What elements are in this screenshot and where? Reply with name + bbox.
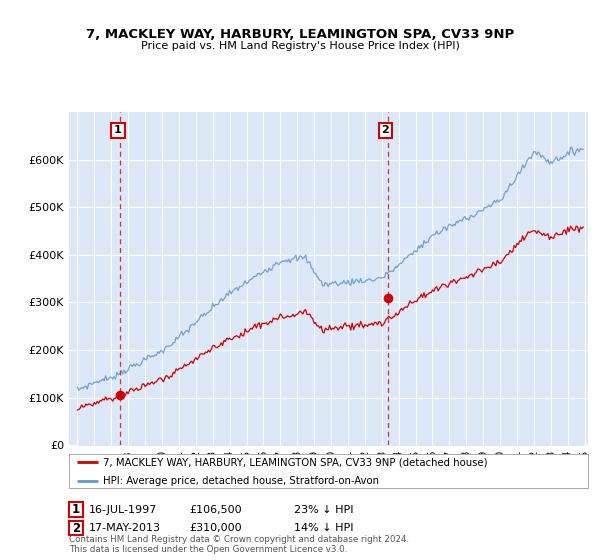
Text: Price paid vs. HM Land Registry's House Price Index (HPI): Price paid vs. HM Land Registry's House … (140, 41, 460, 51)
Text: Contains HM Land Registry data © Crown copyright and database right 2024.
This d: Contains HM Land Registry data © Crown c… (69, 535, 409, 554)
Text: 2: 2 (382, 125, 389, 136)
Text: £310,000: £310,000 (189, 523, 242, 533)
Text: 23% ↓ HPI: 23% ↓ HPI (294, 505, 353, 515)
Text: 7, MACKLEY WAY, HARBURY, LEAMINGTON SPA, CV33 9NP (detached house): 7, MACKLEY WAY, HARBURY, LEAMINGTON SPA,… (103, 458, 487, 467)
Text: 17-MAY-2013: 17-MAY-2013 (89, 523, 161, 533)
Text: £106,500: £106,500 (189, 505, 242, 515)
Text: 14% ↓ HPI: 14% ↓ HPI (294, 523, 353, 533)
Text: 2: 2 (72, 521, 80, 535)
Text: 7, MACKLEY WAY, HARBURY, LEAMINGTON SPA, CV33 9NP: 7, MACKLEY WAY, HARBURY, LEAMINGTON SPA,… (86, 28, 514, 41)
Text: 1: 1 (72, 503, 80, 516)
Text: 1: 1 (114, 125, 122, 136)
Text: 16-JUL-1997: 16-JUL-1997 (89, 505, 157, 515)
Text: HPI: Average price, detached house, Stratford-on-Avon: HPI: Average price, detached house, Stra… (103, 475, 379, 486)
